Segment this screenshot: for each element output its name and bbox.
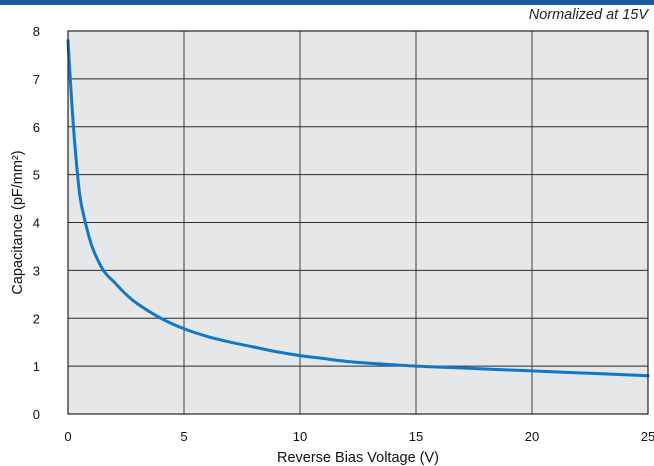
capacitance-curve — [66, 39, 650, 378]
y-tick-label: 5 — [33, 168, 40, 183]
x-tick-label: 0 — [64, 429, 71, 444]
x-tick-labels: 0 5 10 15 20 25 — [64, 429, 654, 444]
x-tick-label: 10 — [293, 429, 307, 444]
y-tick-label: 7 — [33, 72, 40, 87]
x-axis-title: Reverse Bias Voltage (V) — [277, 450, 439, 466]
y-axis-title: Capacitance (pF/mm²) — [10, 150, 26, 294]
x-tick-label: 20 — [525, 429, 539, 444]
y-tick-label: 1 — [33, 359, 40, 374]
normalization-note: Normalized at 15V — [528, 7, 648, 23]
header-band — [0, 0, 654, 5]
y-tick-label: 2 — [33, 311, 40, 326]
y-tick-label: 4 — [33, 216, 40, 231]
y-tick-labels: 0 1 2 3 4 5 6 7 8 — [33, 24, 40, 422]
y-tick-label: 8 — [33, 24, 40, 39]
x-tick-label: 5 — [180, 429, 187, 444]
x-tick-label: 15 — [409, 429, 423, 444]
y-tick-label: 3 — [33, 263, 40, 278]
plot-frame — [67, 30, 649, 415]
x-tick-label: 25 — [641, 429, 654, 444]
y-tick-label: 6 — [33, 120, 40, 135]
y-tick-label: 0 — [33, 407, 40, 422]
